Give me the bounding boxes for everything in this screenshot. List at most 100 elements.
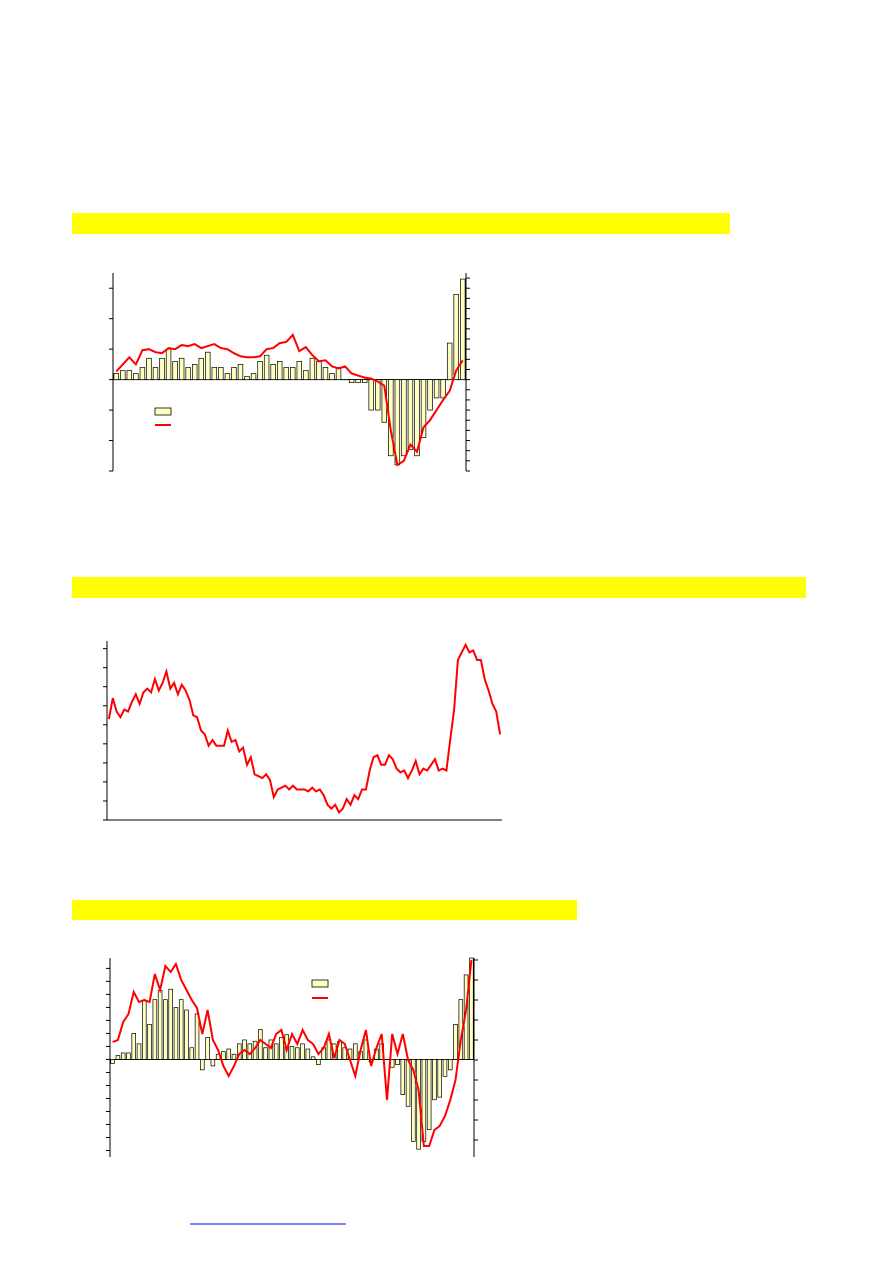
bar <box>353 1043 358 1060</box>
bar <box>426 1059 432 1131</box>
bar <box>131 1033 136 1060</box>
bar <box>300 1043 305 1060</box>
bar <box>446 342 453 380</box>
bar <box>211 367 218 380</box>
bar <box>276 360 283 380</box>
bar <box>192 364 198 380</box>
bar <box>257 360 263 380</box>
bar <box>165 348 172 380</box>
bar <box>460 278 466 380</box>
bar <box>178 357 185 380</box>
bar <box>329 373 335 380</box>
bar <box>427 379 433 411</box>
bar <box>210 1059 216 1067</box>
bar <box>157 990 163 1060</box>
bar <box>405 1059 411 1107</box>
bar <box>316 360 322 380</box>
bar <box>120 1052 126 1060</box>
bar <box>310 1056 316 1060</box>
bar <box>147 1023 152 1060</box>
bar <box>448 1059 453 1071</box>
bar <box>290 367 296 380</box>
bar <box>442 1059 448 1077</box>
bar <box>258 1029 263 1060</box>
section-header-bar <box>72 900 577 920</box>
bar <box>110 1059 115 1064</box>
bar <box>433 379 440 399</box>
bar <box>414 379 420 457</box>
bar <box>283 367 289 380</box>
bar <box>279 1036 284 1060</box>
bar <box>263 1047 268 1060</box>
bar <box>316 1059 321 1066</box>
section-header-bar <box>72 577 806 598</box>
legend-swatch <box>154 407 172 416</box>
bar <box>326 1039 332 1060</box>
bar <box>322 367 329 380</box>
bar <box>178 999 184 1060</box>
section-header-bar <box>72 213 730 234</box>
bar <box>305 1048 311 1060</box>
legend-swatch <box>311 979 329 988</box>
line-series <box>112 959 473 1147</box>
bar <box>200 1059 205 1071</box>
bar <box>185 367 191 380</box>
bar <box>237 364 244 380</box>
bar <box>411 1059 416 1142</box>
bar <box>342 1047 348 1060</box>
bar <box>303 370 309 380</box>
bar <box>250 373 257 380</box>
bar <box>194 1013 200 1060</box>
line-series <box>115 333 464 467</box>
bar <box>224 373 231 380</box>
bar <box>263 354 270 380</box>
bar <box>453 293 459 380</box>
bar <box>205 1036 210 1060</box>
bar <box>221 1051 226 1060</box>
bar <box>453 1023 458 1060</box>
bar <box>270 364 276 380</box>
bar <box>400 1059 406 1095</box>
bar <box>113 373 119 380</box>
bar <box>189 1047 195 1060</box>
bar <box>295 1047 300 1060</box>
bar <box>348 379 355 384</box>
bar <box>139 367 146 380</box>
bar <box>205 351 211 380</box>
bar <box>198 357 204 380</box>
bar <box>152 999 158 1060</box>
bar <box>136 1043 142 1060</box>
bar <box>226 1048 231 1060</box>
bar <box>375 379 381 411</box>
bar <box>296 360 303 380</box>
bar <box>152 367 159 380</box>
bar <box>437 1059 442 1098</box>
bar <box>273 1043 279 1060</box>
bar <box>120 370 126 380</box>
bar <box>168 988 173 1060</box>
bar <box>173 1007 179 1060</box>
bar <box>163 999 168 1060</box>
bar <box>218 367 224 380</box>
bar <box>289 1046 295 1060</box>
bar <box>115 1055 121 1060</box>
bar <box>401 379 407 457</box>
bar <box>268 1039 274 1060</box>
bar <box>432 1059 437 1101</box>
bar <box>407 379 414 451</box>
bar <box>184 1009 189 1060</box>
bar <box>395 1059 400 1066</box>
bar <box>420 379 427 438</box>
bar <box>368 379 374 411</box>
bar <box>231 1053 237 1060</box>
bar <box>231 367 237 380</box>
bar <box>126 1052 131 1060</box>
bar <box>126 370 133 380</box>
bar <box>146 357 152 380</box>
bar <box>440 379 446 399</box>
bar <box>469 957 474 1060</box>
bar <box>172 360 178 380</box>
bar <box>361 379 368 384</box>
